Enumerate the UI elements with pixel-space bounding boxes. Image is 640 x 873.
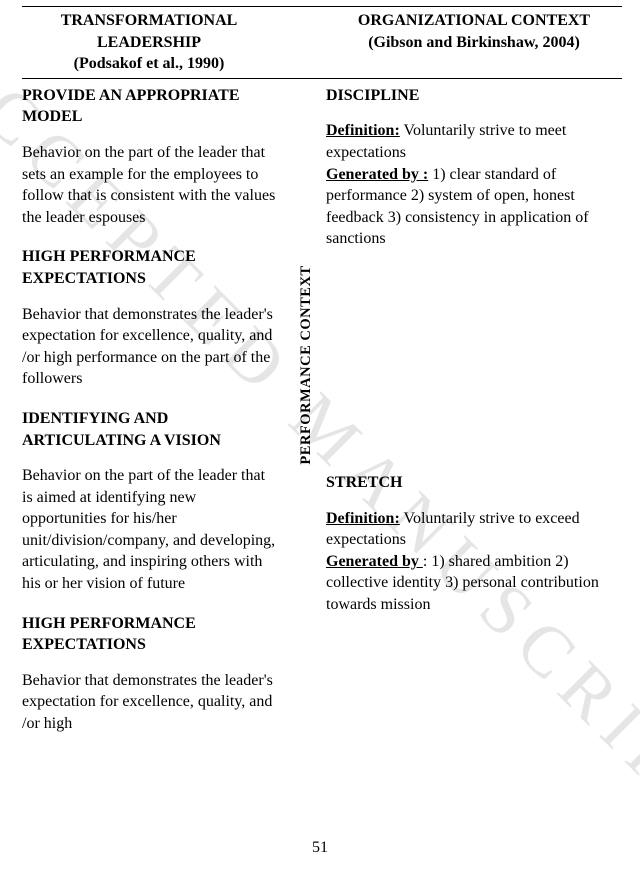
definition-line: Definition: Voluntarily strive to exceed…: [326, 508, 622, 551]
left-section: IDENTIFYING AND ARTICULATING A VISION Be…: [22, 408, 276, 595]
generated-line: Generated by : 1) shared ambition 2) col…: [326, 551, 622, 616]
header-right-cell: ORGANIZATIONAL CONTEXT (Gibson and Birki…: [322, 10, 622, 75]
spacer: [326, 272, 622, 472]
table-header-row: TRANSFORMATIONAL LEADERSHIP (Podsakof et…: [22, 7, 622, 79]
generated-label: Generated by: [326, 553, 423, 570]
section-title: HIGH PERFORMANCE EXPECTATIONS: [22, 246, 276, 289]
section-body: Behavior that demonstrates the leader's …: [22, 304, 276, 390]
left-section: HIGH PERFORMANCE EXPECTATIONS Behavior t…: [22, 246, 276, 390]
section-body: Behavior on the part of the leader that …: [22, 465, 276, 595]
header-mid-spacer: [292, 10, 322, 75]
header-left-citation: (Podsakof et al., 1990): [22, 53, 276, 75]
header-right-title: ORGANIZATIONAL CONTEXT: [326, 10, 622, 32]
left-section: PROVIDE AN APPROPRIATE MODEL Behavior on…: [22, 85, 276, 229]
definition-label: Definition:: [326, 122, 400, 139]
header-left-title: TRANSFORMATIONAL LEADERSHIP: [22, 10, 276, 53]
generated-label: Generated by :: [326, 166, 428, 183]
definition-label: Definition:: [326, 510, 400, 527]
table-body-row: PROVIDE AN APPROPRIATE MODEL Behavior on…: [22, 79, 622, 753]
page-content: TRANSFORMATIONAL LEADERSHIP (Podsakof et…: [0, 0, 640, 753]
section-body: Behavior that demonstrates the leader's …: [22, 670, 276, 735]
right-section: DISCIPLINE Definition: Voluntarily striv…: [326, 85, 622, 250]
vertical-label-wrap: PERFORMANCE CONTEXT: [292, 85, 322, 645]
left-column: PROVIDE AN APPROPRIATE MODEL Behavior on…: [22, 85, 292, 753]
section-title: IDENTIFYING AND ARTICULATING A VISION: [22, 408, 276, 451]
vertical-label: PERFORMANCE CONTEXT: [297, 265, 317, 464]
left-section: HIGH PERFORMANCE EXPECTATIONS Behavior t…: [22, 613, 276, 735]
section-title: PROVIDE AN APPROPRIATE MODEL: [22, 85, 276, 128]
middle-column: PERFORMANCE CONTEXT: [292, 85, 322, 753]
definition-line: Definition: Voluntarily strive to meet e…: [326, 120, 622, 163]
header-right-citation: (Gibson and Birkinshaw, 2004): [326, 32, 622, 54]
section-title: HIGH PERFORMANCE EXPECTATIONS: [22, 613, 276, 656]
page-number: 51: [0, 837, 640, 859]
right-section: STRETCH Definition: Voluntarily strive t…: [326, 472, 622, 616]
header-left-cell: TRANSFORMATIONAL LEADERSHIP (Podsakof et…: [22, 10, 292, 75]
right-column: DISCIPLINE Definition: Voluntarily striv…: [322, 85, 622, 753]
generated-line: Generated by : 1) clear standard of perf…: [326, 164, 622, 250]
section-title: DISCIPLINE: [326, 85, 622, 107]
section-body: Behavior on the part of the leader that …: [22, 142, 276, 228]
section-title: STRETCH: [326, 472, 622, 494]
